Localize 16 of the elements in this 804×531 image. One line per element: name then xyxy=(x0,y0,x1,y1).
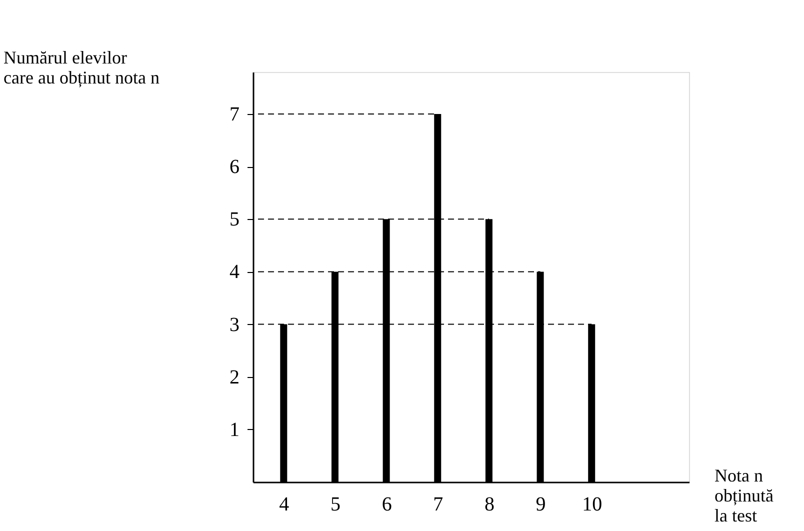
y-tick-label: 7 xyxy=(230,104,240,126)
y-tick-label: 1 xyxy=(230,418,240,441)
x-tick-label: 6 xyxy=(382,494,392,516)
x-tick-label: 7 xyxy=(433,494,444,516)
x-tick-label: 4 xyxy=(279,494,290,516)
y-tick-label: 2 xyxy=(230,366,240,388)
x-tick-label: 9 xyxy=(536,494,546,516)
x-tick-label: 10 xyxy=(582,494,602,516)
y-tick-label: 6 xyxy=(230,156,240,178)
y-tick-label: 5 xyxy=(230,208,240,231)
y-tick-label: 3 xyxy=(230,314,240,336)
y-tick-label: 4 xyxy=(230,261,240,284)
x-axis-title: Nota n obținută la test xyxy=(714,466,774,526)
x-tick-label: 8 xyxy=(484,494,494,516)
x-tick-label: 5 xyxy=(330,494,340,516)
y-axis-title: Numărul elevilor care au obținut nota n xyxy=(4,48,160,88)
